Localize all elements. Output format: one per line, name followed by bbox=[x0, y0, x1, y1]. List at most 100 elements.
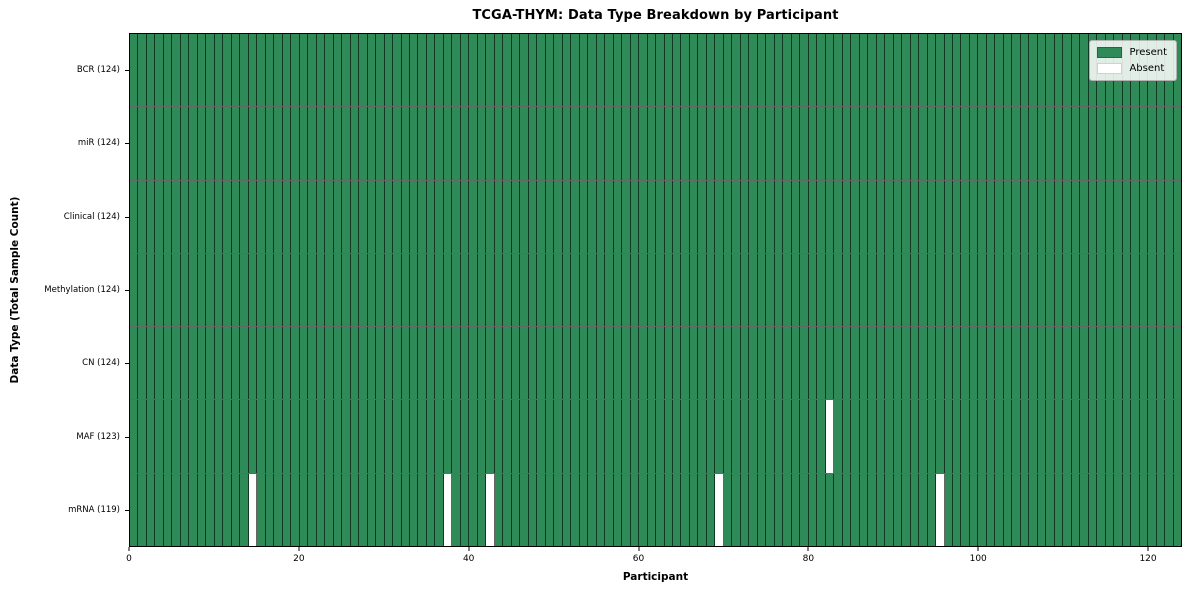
heatmap-cell-Clinical-85 bbox=[851, 180, 860, 253]
heatmap-cell-mRNA-103 bbox=[1003, 473, 1013, 546]
heatmap-cell-Methylation-122 bbox=[1165, 253, 1174, 327]
heatmap-cell-mRNA-49 bbox=[545, 473, 555, 546]
heatmap-cell-Methylation-83 bbox=[834, 253, 843, 327]
heatmap-cell-BCR-99 bbox=[969, 34, 979, 107]
heatmap-cell-BCR-112 bbox=[1080, 34, 1089, 107]
heatmap-cell-mRNA-22 bbox=[316, 473, 326, 546]
heatmap-cell-BCR-65 bbox=[681, 34, 690, 107]
heatmap-cell-mRNA-3 bbox=[155, 473, 164, 546]
heatmap-cell-mRNA-19 bbox=[291, 473, 300, 546]
heatmap-cell-BCR-96 bbox=[944, 34, 953, 107]
heatmap-cell-Clinical-4 bbox=[163, 180, 173, 253]
heatmap-cell-mRNA-109 bbox=[1054, 473, 1064, 546]
heatmap-cell-mRNA-113 bbox=[1088, 473, 1098, 546]
heatmap-cell-Methylation-58 bbox=[622, 253, 631, 327]
heatmap-cell-MAF-123 bbox=[1173, 400, 1182, 473]
heatmap-cell-Clinical-12 bbox=[231, 180, 241, 253]
heatmap-cell-Methylation-88 bbox=[876, 253, 886, 327]
heatmap-cell-Methylation-119 bbox=[1139, 253, 1149, 327]
heatmap-cell-Methylation-3 bbox=[155, 253, 164, 327]
heatmap-cell-CN-18 bbox=[282, 327, 292, 400]
heatmap-cell-MAF-38 bbox=[452, 400, 461, 473]
heatmap-cell-Clinical-96 bbox=[944, 180, 953, 253]
heatmap-cell-BCR-13 bbox=[240, 34, 249, 107]
heatmap-cell-Methylation-4 bbox=[163, 253, 173, 327]
heatmap-cell-CN-80 bbox=[808, 327, 818, 400]
heatmap-cell-mRNA-26 bbox=[350, 473, 360, 546]
heatmap-cell-CN-0 bbox=[130, 327, 139, 400]
heatmap-cell-BCR-110 bbox=[1063, 34, 1072, 107]
heatmap-cell-miR-61 bbox=[647, 107, 657, 180]
heatmap-cell-Clinical-116 bbox=[1114, 180, 1123, 253]
heatmap-cell-Methylation-17 bbox=[274, 253, 283, 327]
heatmap-cell-CN-31 bbox=[393, 327, 402, 400]
heatmap-cell-mRNA-61 bbox=[647, 473, 657, 546]
heatmap-cell-CN-38 bbox=[452, 327, 461, 400]
heatmap-cell-Methylation-67 bbox=[698, 253, 707, 327]
heatmap-cell-Clinical-21 bbox=[308, 180, 317, 253]
heatmap-cell-mRNA-32 bbox=[401, 473, 410, 546]
heatmap-cell-mRNA-94 bbox=[927, 473, 937, 546]
heatmap-cell-Methylation-45 bbox=[511, 253, 521, 327]
y-tick-mark bbox=[125, 216, 129, 218]
heatmap-cell-BCR-3 bbox=[155, 34, 164, 107]
heatmap-cell-MAF-58 bbox=[622, 400, 631, 473]
heatmap-cell-BCR-71 bbox=[732, 34, 741, 107]
heatmap-cell-Methylation-19 bbox=[291, 253, 300, 327]
heatmap-cell-MAF-112 bbox=[1080, 400, 1089, 473]
heatmap-cell-MAF-3 bbox=[155, 400, 164, 473]
heatmap-cell-miR-92 bbox=[910, 107, 920, 180]
heatmap-cell-BCR-59 bbox=[630, 34, 640, 107]
heatmap-cell-mRNA-69 bbox=[715, 473, 724, 546]
heatmap-cell-miR-39 bbox=[460, 107, 470, 180]
heatmap-cell-CN-42 bbox=[486, 327, 495, 400]
x-tick-label-100: 100 bbox=[969, 554, 987, 564]
heatmap-cell-MAF-98 bbox=[961, 400, 970, 473]
heatmap-cell-miR-8 bbox=[197, 107, 207, 180]
heatmap-cell-BCR-53 bbox=[579, 34, 589, 107]
heatmap-cell-mRNA-81 bbox=[817, 473, 826, 546]
heatmap-cell-Clinical-30 bbox=[384, 180, 394, 253]
heatmap-cell-BCR-88 bbox=[876, 34, 886, 107]
heatmap-cell-Methylation-53 bbox=[579, 253, 589, 327]
legend-absent-label: Absent bbox=[1129, 63, 1165, 74]
heatmap-cell-mRNA-58 bbox=[622, 473, 631, 546]
heatmap-cell-Methylation-6 bbox=[180, 253, 190, 327]
heatmap-cell-BCR-93 bbox=[919, 34, 928, 107]
heatmap-cell-BCR-106 bbox=[1029, 34, 1038, 107]
heatmap-cell-CN-59 bbox=[630, 327, 640, 400]
heatmap-cell-Clinical-82 bbox=[825, 180, 835, 253]
heatmap-cell-mRNA-44 bbox=[503, 473, 512, 546]
heatmap-cell-Clinical-74 bbox=[757, 180, 767, 253]
heatmap-cell-Clinical-24 bbox=[333, 180, 343, 253]
heatmap-cell-CN-25 bbox=[342, 327, 351, 400]
heatmap-cell-CN-11 bbox=[223, 327, 232, 400]
heatmap-cell-BCR-83 bbox=[834, 34, 843, 107]
heatmap-cell-Methylation-30 bbox=[384, 253, 394, 327]
heatmap-cell-MAF-105 bbox=[1020, 400, 1030, 473]
heatmap-cell-Clinical-48 bbox=[537, 180, 546, 253]
heatmap-cell-Methylation-27 bbox=[359, 253, 368, 327]
heatmap-cell-BCR-40 bbox=[469, 34, 478, 107]
heatmap-cell-BCR-55 bbox=[596, 34, 606, 107]
heatmap-cell-mRNA-66 bbox=[689, 473, 699, 546]
heatmap-cell-Clinical-31 bbox=[393, 180, 402, 253]
heatmap-cell-mRNA-92 bbox=[910, 473, 920, 546]
heatmap-cell-mRNA-72 bbox=[740, 473, 750, 546]
heatmap-cell-Clinical-63 bbox=[664, 180, 673, 253]
heatmap-cell-Clinical-57 bbox=[613, 180, 623, 253]
heatmap-cell-Clinical-80 bbox=[808, 180, 818, 253]
heatmap-cell-CN-51 bbox=[562, 327, 572, 400]
heatmap-cell-miR-26 bbox=[350, 107, 360, 180]
heatmap-cell-miR-28 bbox=[367, 107, 377, 180]
heatmap-cell-BCR-17 bbox=[274, 34, 283, 107]
heatmap-cell-MAF-75 bbox=[766, 400, 775, 473]
heatmap-cell-Clinical-89 bbox=[885, 180, 894, 253]
heatmap-cell-mRNA-15 bbox=[257, 473, 266, 546]
heatmap-cell-Clinical-55 bbox=[596, 180, 606, 253]
heatmap-cell-CN-33 bbox=[409, 327, 419, 400]
heatmap-cell-CN-97 bbox=[952, 327, 962, 400]
heatmap-cell-BCR-14 bbox=[248, 34, 258, 107]
heatmap-cell-mRNA-53 bbox=[579, 473, 589, 546]
heatmap-cell-miR-38 bbox=[452, 107, 461, 180]
